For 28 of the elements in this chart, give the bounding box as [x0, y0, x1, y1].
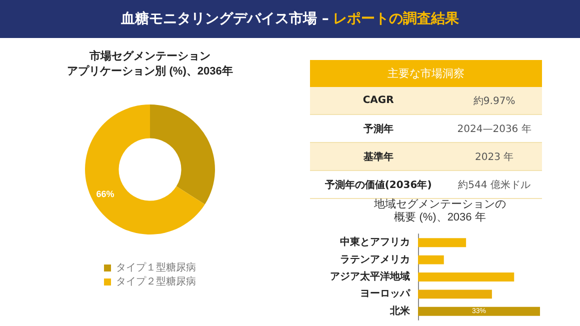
y-tick-label: ヨーロッパ [360, 288, 411, 300]
chart-subtitle: 概要 (%)、2036 年 [394, 212, 486, 224]
y-tick-label: ラテンアメリカ [340, 254, 410, 266]
bar [418, 272, 514, 282]
legend-label: タイプ２型糖尿病 [116, 276, 196, 288]
text: 約544 億米ドル [446, 170, 542, 198]
text: 主要な市場洞察 [310, 60, 542, 87]
bar [418, 238, 466, 248]
text: 予測年 [310, 114, 447, 142]
text: CAGR [310, 87, 447, 114]
text: 基準年 [310, 142, 447, 170]
y-tick-label: 北米 [389, 304, 411, 317]
y-tick-label: 中東とアフリカ [340, 236, 410, 248]
text: レポートの調査結果 [332, 10, 459, 28]
chart-subtitle: アプリケーション別 (%)、2036年 [67, 64, 233, 78]
chart-title: 地域セグメンテーションの [373, 198, 506, 210]
bar [418, 290, 492, 299]
text: 血糖モニタリングデバイス市場 – [121, 10, 329, 28]
text: 約9.97% [446, 87, 542, 114]
text: 予測年の価値(2036年) [310, 170, 447, 198]
bar [418, 306, 540, 316]
text: 2023 年 [446, 142, 542, 170]
y-tick-label: アジア太平洋地域 [330, 270, 410, 282]
legend-label: タイプ１型糖尿病 [116, 262, 196, 274]
bar [418, 255, 444, 264]
chart-title: 市場セグメンテーション [88, 50, 210, 62]
data-label: 66% [96, 189, 114, 200]
text: 2024—2036 年 [446, 114, 542, 142]
